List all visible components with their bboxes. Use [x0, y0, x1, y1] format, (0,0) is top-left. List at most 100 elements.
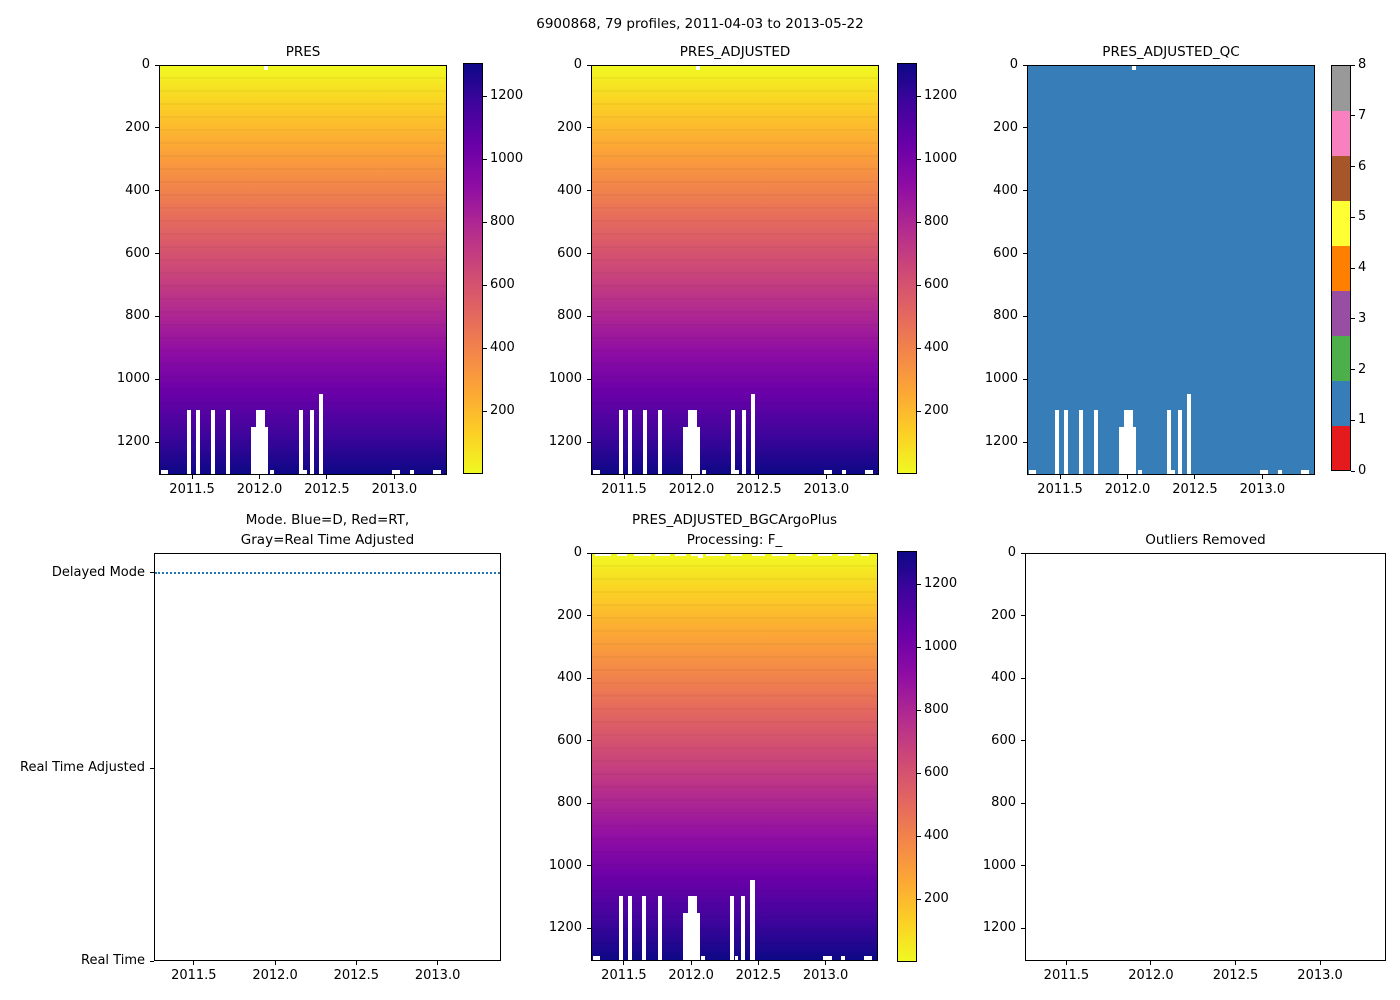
y-tick	[155, 441, 159, 443]
missing-profile-gap	[210, 409, 215, 474]
qc-colorbar-tick-label: 6	[1358, 158, 1367, 174]
qc-colorbar-tick	[1351, 115, 1355, 117]
y-tick-label: 0	[141, 57, 150, 72]
surface-dash-gap	[634, 554, 652, 556]
y-tick-label: 1000	[548, 857, 582, 873]
y-tick-label: 200	[991, 607, 1016, 623]
colorbar-tick-label: 1000	[490, 151, 524, 167]
surface-dash-gap	[595, 554, 612, 556]
pres-adjusted-title: PRES_ADJUSTED	[679, 44, 791, 60]
y-tick	[1021, 677, 1025, 679]
top-edge-gap	[695, 66, 701, 70]
colorbar-tick	[483, 410, 487, 412]
bottom-edge-gap	[592, 956, 601, 960]
colorbar-tick	[483, 158, 487, 160]
x-tick	[623, 961, 625, 965]
bottom-edge-gap	[734, 956, 739, 960]
missing-profile-gap	[1054, 409, 1060, 474]
y-tick-label: 1200	[116, 434, 150, 449]
colorbar-tick-label: 1000	[924, 151, 958, 167]
qc-colorbar-tick	[1351, 267, 1355, 269]
missing-profile-gap	[1064, 409, 1069, 474]
qc-colorbar-tick-label: 4	[1358, 260, 1367, 275]
qc-colorbar-tick	[1351, 470, 1355, 472]
x-tick	[1150, 961, 1152, 965]
surface-dash-gap	[818, 554, 832, 556]
y-tick-label: 0	[573, 545, 582, 560]
qc-colorbar-segment	[1332, 290, 1350, 336]
y-tick	[1023, 378, 1027, 380]
missing-profile-gap	[1124, 409, 1133, 474]
x-tick	[1059, 475, 1061, 479]
x-tick-label: 2013.0	[371, 482, 418, 497]
x-tick-label: 2012.0	[236, 482, 283, 497]
y-tick	[1023, 441, 1027, 443]
x-tick-label: 2013.0	[802, 968, 849, 983]
x-tick-label: 2012.0	[1128, 968, 1174, 983]
y-tick-label: 200	[993, 119, 1018, 135]
colorbar-tick-label: 200	[490, 403, 515, 418]
colorbar-tick-label: 200	[924, 891, 949, 906]
missing-profile-gap	[309, 409, 314, 474]
colorbar-tick-label: 200	[924, 403, 949, 418]
missing-profile-gap	[741, 896, 746, 960]
surface-dash-gap	[771, 554, 788, 556]
missing-profile-gap	[225, 409, 230, 474]
colorbar-tick-label: 1200	[924, 576, 958, 592]
bottom-edge-gap	[701, 470, 706, 474]
qc-colorbar-tick	[1351, 369, 1355, 370]
y-tick-label: 400	[557, 670, 582, 686]
missing-profile-gap	[1093, 409, 1098, 474]
x-tick	[393, 475, 395, 479]
bottom-edge-gap	[1301, 470, 1310, 474]
y-tick-label: 0	[1007, 545, 1016, 560]
x-tick	[258, 475, 260, 479]
colorbar-tick	[483, 95, 487, 97]
y-tick	[587, 253, 591, 254]
y-tick	[587, 127, 591, 129]
y-tick	[587, 315, 591, 317]
colorbar-tick	[483, 347, 487, 349]
y-tick-label: 600	[125, 245, 150, 261]
surface-dash-gap	[691, 554, 699, 556]
x-tick-label: 2012.0	[668, 482, 715, 497]
y-tick-label: 600	[557, 245, 582, 261]
x-tick	[1065, 961, 1067, 965]
y-tick-label: 400	[991, 670, 1016, 686]
bottom-edge-gap	[1259, 470, 1269, 474]
y-tick	[1021, 552, 1025, 554]
qc-colorbar-tick-label: 8	[1358, 57, 1367, 72]
x-tick	[1126, 475, 1128, 479]
x-tick-label: 2012.5	[735, 968, 782, 983]
y-tick	[587, 378, 591, 380]
y-tick-label: 600	[993, 245, 1018, 261]
missing-profile-gap	[750, 880, 755, 960]
bgc-title: PRES_ADJUSTED_BGCArgoPlus Processing: F_	[591, 510, 878, 550]
qc-colorbar-segment	[1332, 200, 1350, 247]
colorbar-tick-label: 400	[924, 340, 949, 356]
qc-colorbar-segment	[1332, 110, 1350, 157]
figure-title: 6900868, 79 profiles, 2011-04-03 to 2013…	[536, 16, 864, 32]
qc-colorbar-tick	[1351, 419, 1355, 421]
y-tick	[1021, 927, 1025, 929]
missing-profile-gap	[256, 409, 265, 474]
qc-colorbar-segment	[1332, 380, 1350, 426]
y-tick-label: 1000	[984, 371, 1018, 387]
x-tick-label: 2013.0	[1239, 482, 1286, 497]
y-tick	[1021, 740, 1025, 742]
y-tick	[587, 802, 591, 804]
y-tick-label: 800	[125, 308, 150, 324]
y-tick-label: 800	[557, 795, 582, 811]
bottom-edge-gap	[841, 470, 846, 474]
qc-colorbar-tick	[1351, 166, 1355, 167]
bottom-edge-gap	[269, 470, 274, 474]
colorbar-tick	[917, 347, 921, 349]
bottom-edge-gap	[822, 956, 832, 960]
colorbar-tick	[917, 410, 921, 412]
qc-colorbar-tick-label: 2	[1358, 361, 1367, 377]
x-tick	[326, 475, 328, 479]
missing-profile-gap	[657, 896, 662, 960]
bottom-edge-gap	[1137, 470, 1142, 474]
colorbar-tick-label: 400	[490, 340, 515, 356]
x-tick	[1319, 961, 1321, 965]
